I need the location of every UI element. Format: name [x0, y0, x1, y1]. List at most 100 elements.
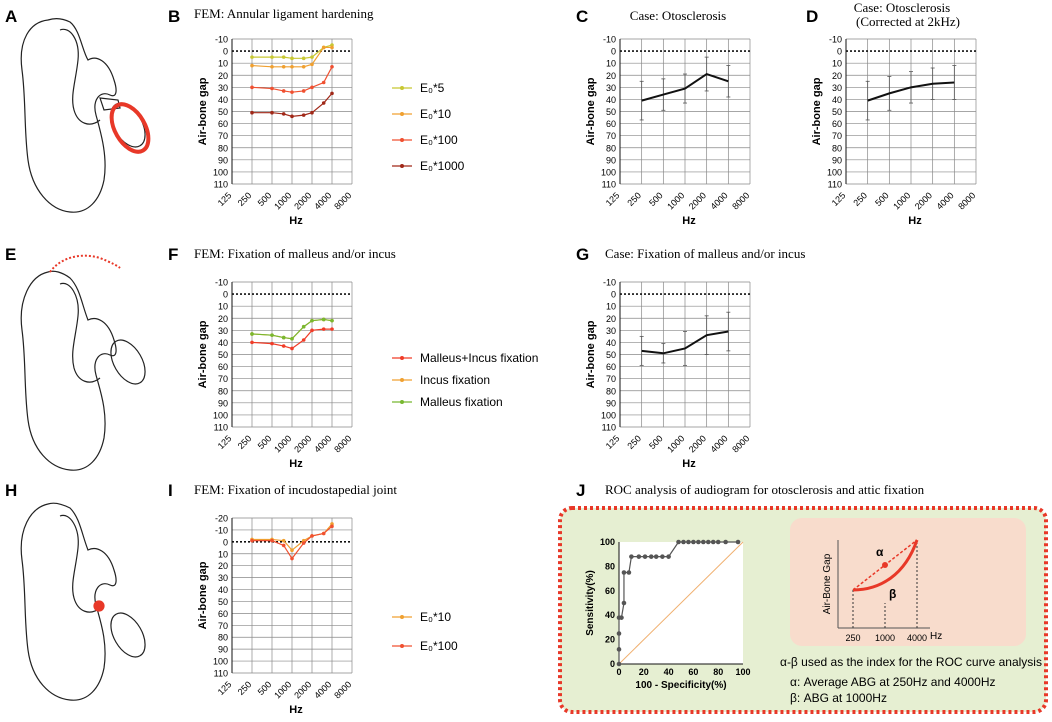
data-point [330, 64, 334, 69]
incus-outline-H [59, 514, 101, 613]
data-point [250, 85, 254, 90]
inset-curve [852, 539, 919, 592]
y-tick-label: 40 [606, 95, 616, 105]
x-tick-label: 1000 [891, 190, 912, 211]
y-tick-label: 90 [832, 155, 842, 165]
legend-marker [400, 400, 404, 404]
y-tick-label: 10 [606, 302, 616, 312]
y-tick-label: -10 [215, 278, 228, 288]
data-point [290, 346, 294, 351]
y-tick-label: -10 [603, 35, 616, 45]
data-point [310, 328, 314, 333]
inset-y-label: Air-Bone Gap [822, 553, 833, 614]
data-point [290, 548, 294, 552]
legend-marker [400, 378, 404, 382]
x-tick-label: 4000 [312, 190, 333, 211]
y-tick-label: 30 [218, 573, 228, 583]
x-tick-label: 125 [216, 190, 234, 208]
y-tick-label: 50 [218, 350, 228, 360]
inset-tick: 250 [845, 633, 860, 643]
x-tick-label: 1000 [272, 433, 293, 454]
series-line [641, 330, 729, 355]
series-line [867, 81, 955, 102]
y-tick-label: 90 [606, 398, 616, 408]
roc-y-tick: 60 [605, 586, 615, 596]
roc-reference-line [618, 541, 744, 665]
y-axis-label: Air-bone gap [197, 561, 209, 629]
roc-x-tick: 0 [616, 667, 621, 677]
data-point [250, 110, 254, 115]
data-point [250, 340, 254, 345]
roc-y-label: Sensitivity(%) [585, 570, 596, 636]
y-tick-label: 40 [218, 338, 228, 348]
data-point [310, 55, 314, 59]
y-tick-label: 0 [223, 47, 228, 57]
y-tick-label: 110 [828, 180, 842, 190]
roc-index-text: α-β used as the index for the ROC curve … [780, 655, 1042, 669]
roc-x-tick: 20 [639, 667, 649, 677]
x-tick-label: 250 [625, 190, 643, 208]
y-tick-label: 80 [606, 386, 616, 396]
x-axis-label: Hz [289, 458, 303, 470]
y-tick-label: 10 [218, 302, 228, 312]
x-tick-label: 2000 [292, 433, 313, 454]
x-tick-label: 250 [236, 679, 254, 697]
y-tick-label: 80 [606, 143, 616, 153]
roc-point [660, 554, 665, 559]
y-tick-label: 40 [218, 95, 228, 105]
roc-point [691, 539, 696, 545]
roc-x-tick: 40 [664, 667, 674, 677]
legend-marker [400, 138, 404, 142]
data-point [250, 55, 254, 59]
data-point [270, 333, 274, 337]
legend-label: Malleus fixation [420, 395, 503, 409]
roc-x-tick: 60 [688, 667, 698, 677]
roc-point [616, 631, 622, 636]
ear-illustration-H [20, 502, 146, 701]
legend-B: E₀*5 E₀*10 E₀*100 E₀*1000 [392, 81, 465, 173]
panel-letter-G: G [576, 245, 589, 264]
chart-title-J: ROC analysis of audiogram for otoscleros… [605, 482, 925, 497]
x-tick-label: 8000 [332, 679, 353, 700]
x-tick-label: 8000 [730, 190, 751, 211]
data-point [290, 556, 294, 561]
x-tick-label: 2000 [292, 190, 313, 211]
y-tick-label: 20 [606, 71, 616, 81]
alpha-definition: α: Average ABG at 250Hz and 4000Hz [790, 675, 996, 689]
y-tick-label: 60 [606, 119, 616, 129]
roc-point [621, 570, 627, 575]
is-joint-red [93, 600, 105, 612]
y-tick-label: 100 [601, 410, 616, 420]
panel-letter-D: D [806, 7, 818, 26]
chart-title-G: Case: Fixation of malleus and/or incus [605, 246, 805, 261]
data-point [301, 324, 306, 329]
data-point [321, 101, 326, 105]
stapes-outline [99, 97, 121, 111]
panel-letter-F: F [168, 245, 178, 264]
y-tick-label: 90 [218, 645, 228, 655]
x-tick-label: 250 [236, 190, 254, 208]
y-tick-label: 50 [606, 350, 616, 360]
y-tick-label: 20 [832, 71, 842, 81]
inset-box [790, 518, 1026, 646]
legend-label: E₀*5 [420, 81, 445, 95]
y-tick-label: 20 [606, 314, 616, 324]
x-tick-label: 500 [256, 190, 274, 208]
legend-label: E₀*10 [420, 610, 451, 624]
data-point [301, 113, 306, 117]
y-tick-label: 70 [832, 131, 842, 141]
inset-beta: β [889, 587, 896, 601]
legend-marker [400, 615, 404, 619]
legend-marker [400, 86, 404, 90]
data-point [321, 80, 326, 85]
y-tick-label: 0 [611, 290, 616, 300]
y-tick-label: -10 [603, 278, 616, 288]
data-point [290, 90, 294, 94]
y-tick-label: 50 [606, 107, 616, 117]
data-point [330, 327, 334, 331]
roc-y-tick: 100 [600, 537, 615, 547]
roc-point [676, 539, 681, 545]
